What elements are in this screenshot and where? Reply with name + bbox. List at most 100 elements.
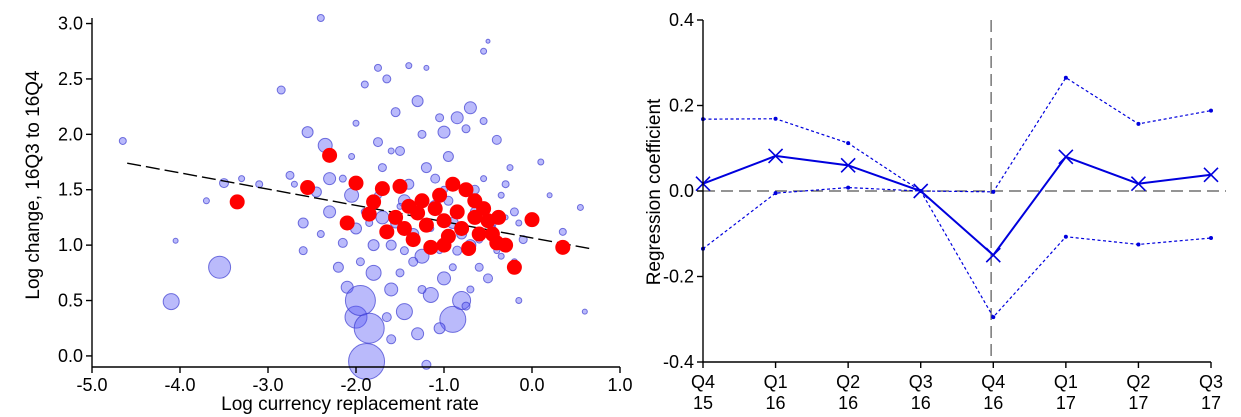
bubble-point: [208, 255, 232, 279]
bubble-point: [433, 322, 446, 335]
bubble-point: [437, 125, 451, 139]
y-tick-label: 0.5: [58, 291, 83, 311]
highlight-point: [436, 213, 452, 229]
bubble-point: [386, 334, 397, 345]
coefficient-marker: [1203, 167, 1219, 183]
highlight-point: [427, 201, 443, 217]
bubble-point: [515, 219, 523, 227]
bubble-point: [297, 217, 309, 229]
right-line-panel: -0.4-0.20.00.20.4 Q415Q116Q216Q316Q416Q1…: [644, 10, 1226, 413]
bubble-point: [377, 163, 387, 173]
bubble-point: [118, 136, 127, 145]
bubble-point: [546, 192, 553, 199]
bubble-point: [399, 246, 409, 256]
bubble-point: [353, 312, 385, 344]
bubble-point: [422, 286, 439, 303]
highlight-point: [361, 206, 377, 222]
y-tick-label: 3.0: [58, 14, 83, 34]
bubble-point: [483, 273, 493, 284]
bubble-point: [581, 308, 588, 315]
x-tick-quarter: Q2: [1126, 372, 1150, 392]
right-y-ticks: -0.4 -0.2 0.0 0.2 0.4: [663, 10, 703, 372]
confidence-point: [1136, 242, 1141, 247]
x-tick-year: 15: [693, 393, 713, 413]
bubble-point: [390, 107, 401, 118]
bubble-point: [442, 150, 454, 162]
bubble-point: [423, 64, 430, 71]
bubble-point: [497, 252, 505, 260]
bubble-point: [360, 80, 369, 89]
bubble-point: [301, 126, 314, 139]
highlight-point: [498, 237, 514, 253]
bubble-point: [461, 124, 471, 134]
highlight-point: [374, 181, 390, 197]
highlight-point: [322, 147, 338, 163]
confidence-point: [991, 315, 996, 320]
coefficient-marker: [1130, 176, 1146, 192]
bubble-point: [323, 205, 337, 219]
highlight-point: [229, 194, 245, 210]
highlight-point: [392, 178, 408, 194]
y-tick-label: -0.4: [663, 352, 694, 372]
x-tick-label: 1.0: [607, 375, 632, 395]
y-tick-label: 2.0: [58, 124, 83, 144]
highlight-point: [471, 226, 487, 242]
highlight-point: [339, 215, 355, 231]
x-tick-label: -1.0: [428, 375, 459, 395]
highlight-point: [418, 217, 434, 233]
bubble-point: [367, 239, 380, 252]
bubble-point: [373, 137, 383, 148]
bubble-point: [298, 246, 308, 256]
bubble-point: [439, 305, 467, 333]
bubble-point: [255, 180, 264, 189]
bubble-point: [172, 237, 179, 244]
left-x-label: Log currency replacement rate: [221, 394, 479, 415]
highlight-point: [449, 204, 465, 220]
x-tick-quarter: Q1: [764, 372, 788, 392]
coefficient-marker: [1058, 149, 1074, 165]
confidence-point: [846, 185, 851, 190]
x-tick-quarter: Q3: [909, 372, 933, 392]
bubble-point: [202, 197, 210, 205]
bubble-point: [405, 62, 413, 70]
bubble-point: [452, 245, 463, 256]
y-tick-label: 0.4: [669, 10, 694, 30]
bubble-point: [375, 210, 390, 225]
x-tick-quarter: Q3: [1199, 372, 1223, 392]
highlight-point: [506, 259, 522, 275]
x-tick-year: 17: [1056, 393, 1076, 413]
bubble-point: [338, 174, 347, 183]
bubble-point: [474, 262, 484, 272]
left-x-ticks: -5.0 -4.0 -3.0 -2.0 -1.0 0.0 1.0: [76, 367, 633, 395]
highlight-point: [423, 239, 439, 255]
left-scatter-panel: -5.0 -4.0 -3.0 -2.0 -1.0 0.0 1.0 0.0 0.5 1.0 1.5 2…: [23, 14, 633, 415]
confidence-point: [846, 141, 851, 146]
x-tick-label: -4.0: [164, 375, 195, 395]
bubble-point: [365, 264, 382, 281]
bubble-point: [323, 172, 337, 186]
bubble-point: [387, 147, 395, 155]
bubble-point: [417, 284, 427, 294]
highlight-point: [300, 180, 316, 196]
x-tick-year: 17: [1201, 393, 1221, 413]
highlight-point: [401, 198, 417, 214]
x-tick-label: -2.0: [340, 375, 371, 395]
bubble-series: [118, 14, 588, 380]
bubble-point: [463, 101, 477, 115]
bubble-point: [316, 14, 325, 22]
bubble-point: [381, 312, 392, 323]
x-tick-quarter: Q2: [836, 372, 860, 392]
y-tick-label: 1.5: [58, 180, 83, 200]
x-tick-quarter: Q4: [981, 372, 1005, 392]
coefficient-marker: [985, 247, 1001, 263]
x-tick-year: 16: [838, 393, 858, 413]
bubble-point: [491, 134, 502, 145]
y-tick-label: 0.0: [58, 346, 83, 366]
y-tick-label: 0.0: [669, 181, 694, 201]
y-tick-label: 2.5: [58, 69, 83, 89]
bubble-point: [537, 158, 545, 166]
highlight-point: [388, 209, 404, 225]
highlight-point: [555, 239, 571, 255]
